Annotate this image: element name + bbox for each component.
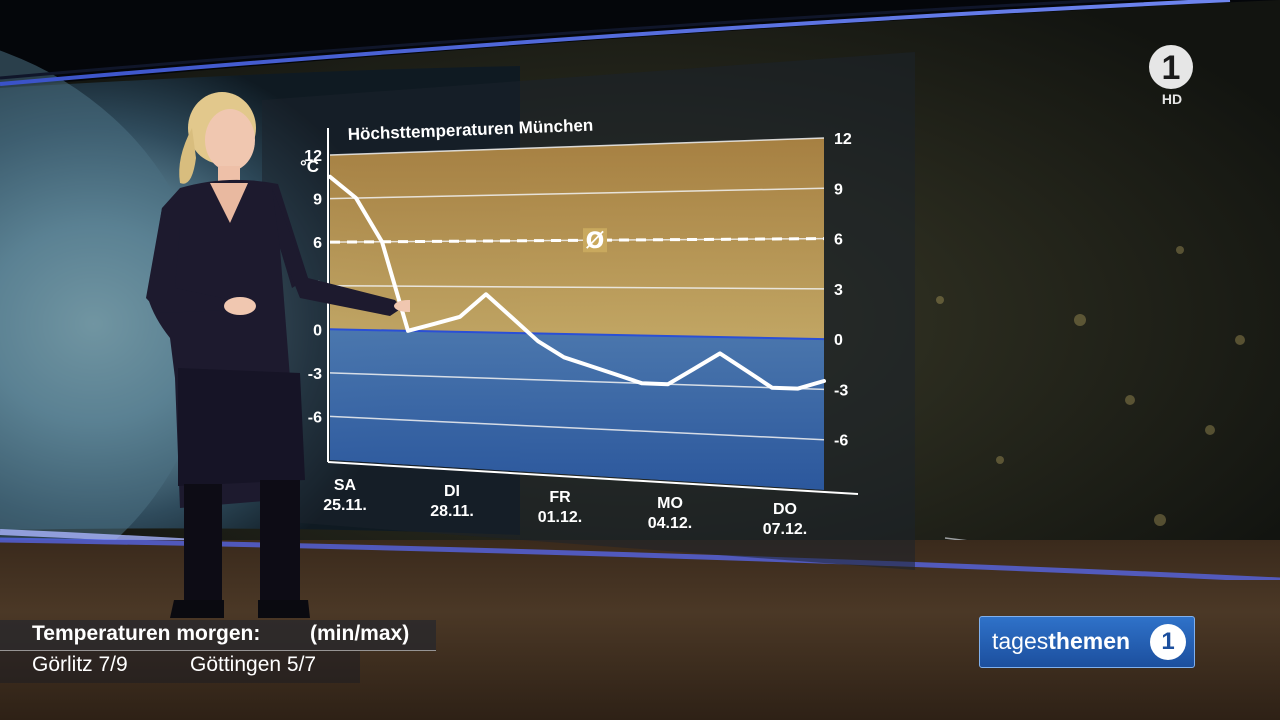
show-logo-light: tages — [992, 628, 1049, 654]
x-tick-date: 01.12. — [538, 509, 582, 526]
lower-third-title-bar — [0, 620, 436, 651]
x-tick-date: 07.12. — [763, 521, 807, 538]
x-tick-day: SA — [334, 477, 357, 494]
cold-zone — [330, 329, 824, 490]
lower-third-city-bar — [0, 651, 360, 683]
y-tick-label-right: 0 — [834, 332, 843, 349]
y-axis-unit: °C — [300, 157, 319, 176]
show-logo-badge-number: 1 — [1161, 628, 1175, 655]
y-tick-label-left: 12 — [304, 148, 322, 165]
grid-line — [329, 137, 825, 156]
x-axis-line — [327, 461, 859, 495]
y-tick-label-right: 6 — [834, 232, 843, 249]
lower-third-unit: (min/max) — [310, 622, 410, 645]
y-tick-label-left: 9 — [313, 192, 322, 209]
average-line — [329, 237, 825, 244]
hd-label: HD — [1162, 91, 1182, 107]
temperature-series-line — [328, 174, 826, 391]
average-symbol-bg — [583, 228, 607, 253]
x-tick-date: 25.11. — [323, 497, 367, 514]
x-tick-date: 28.11. — [430, 503, 474, 520]
y-tick-label-right: -6 — [834, 433, 848, 450]
x-tick-day: MO — [657, 495, 683, 512]
warm-zone — [330, 138, 824, 340]
channel-logo-number: 1 — [1162, 49, 1181, 87]
show-logo-bold: themen — [1048, 628, 1131, 654]
tagesthemen-logo: tagesthemen 1 — [979, 616, 1195, 668]
show-logo-text: tagesthemen — [992, 628, 1130, 655]
y-tick-label-left: -6 — [308, 409, 322, 426]
x-tick-day: DO — [773, 501, 797, 518]
grid-line — [329, 372, 825, 391]
city-temperature: Göttingen 5/7 — [190, 653, 317, 676]
x-tick-date: 04.12. — [648, 515, 692, 532]
grid-line — [329, 415, 825, 441]
x-tick-day: DI — [444, 483, 460, 500]
presenter — [146, 92, 410, 618]
y-tick-label-right: 9 — [834, 181, 843, 198]
x-tick-day: FR — [549, 489, 571, 506]
y-tick-label-left: 0 — [313, 322, 322, 339]
y-tick-label-right: -3 — [834, 382, 848, 399]
grid-line — [329, 284, 825, 290]
y-tick-label-left: 6 — [313, 235, 322, 252]
average-symbol: Ø — [586, 229, 605, 254]
show-logo-badge: 1 — [1150, 624, 1186, 660]
y-tick-label-left: -3 — [308, 366, 322, 383]
grid-line — [329, 187, 825, 200]
lower-third-title: Temperaturen morgen: — [32, 622, 261, 645]
lower-third-temperatures: Temperaturen morgen: (min/max) Görlitz 7… — [0, 620, 440, 684]
ard-channel-logo: 1 HD — [1149, 45, 1193, 107]
y-tick-label-right: 3 — [834, 282, 843, 299]
city-temperature: Görlitz 7/9 — [32, 653, 128, 676]
y-tick-label-right: 12 — [834, 131, 852, 148]
